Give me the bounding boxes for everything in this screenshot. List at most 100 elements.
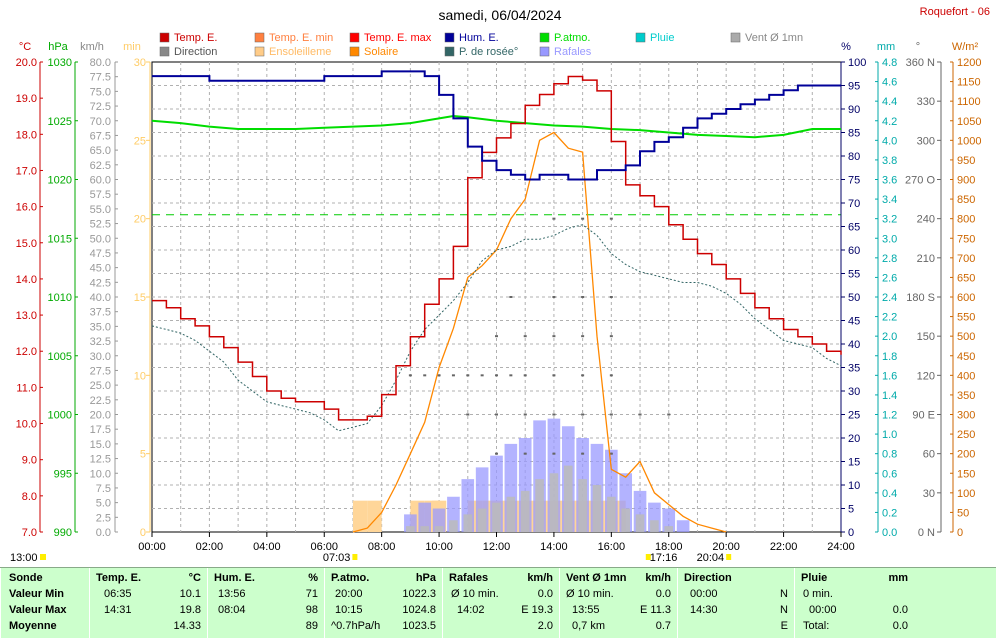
vent-row1-value: 0.0 [655, 588, 671, 600]
humidity-axis-tick-label: 95 [848, 81, 860, 93]
humidity-axis-tick-label: 35 [848, 363, 860, 375]
sonde-min-label: Valeur Min [9, 588, 65, 600]
patmo-header: P.atmo. [331, 572, 370, 584]
wind-axis-tick-label: 70.0 [90, 116, 111, 128]
temp-max-value: 19.8 [179, 604, 201, 616]
direction-point [609, 217, 613, 220]
wind-axis-tick-label: 0.0 [96, 527, 111, 539]
temp-axis-tick-label: 14.0 [16, 274, 37, 286]
direction-point [552, 452, 556, 455]
solar-noon-marker-box [645, 554, 651, 560]
wind-axis-tick-label: 37.5 [90, 307, 111, 319]
wind-axis-tick-label: 55.0 [90, 204, 111, 216]
humidity-axis-tick-label: 25 [848, 410, 860, 422]
direction-row3-value: E [780, 620, 788, 632]
x-tick-label: 16:00 [598, 541, 626, 553]
x-tick-label: 12:00 [483, 541, 511, 553]
wind-bar [506, 496, 516, 532]
wind-axis-tick-label: 30.0 [90, 351, 111, 363]
hum-header: Hum. E. [214, 572, 255, 584]
legend-label: P. de rosée° [459, 46, 518, 58]
direction-axis-tick-label: 360 N [906, 57, 935, 69]
wind-axis-tick-label: 2.5 [96, 512, 111, 524]
wind-axis-tick-label: 42.5 [90, 277, 111, 289]
humidity-line [152, 70, 841, 181]
legend-label: Temp. E. max [364, 32, 432, 44]
station-name: Roquefort - 06 [920, 6, 990, 18]
sun-axis-tick-label: 10 [134, 370, 146, 382]
summary-hum: Hum. E.% 13:56 71 08:04 98 89 [207, 568, 324, 638]
gust-bar [676, 520, 690, 532]
legend-swatch [349, 32, 360, 43]
solar-axis-tick-label: 50 [957, 507, 969, 519]
x-tick-label: 20:00 [712, 541, 740, 553]
legend-label: Hum. E. [459, 32, 499, 44]
humidity-axis-tick-label: 85 [848, 128, 860, 140]
solar-axis-tick-label: 300 [957, 410, 975, 422]
rain-axis-tick-label: 1.0 [882, 429, 897, 441]
direction-axis-tick-label: 180 S [906, 292, 935, 304]
direction-point [523, 452, 527, 455]
rain-axis-tick-label: 0.6 [882, 468, 897, 480]
humidity-axis-tick-label: 5 [848, 504, 854, 516]
patmo-avg-value: 1023.5 [402, 620, 436, 632]
humidity-axis-tick-label: 45 [848, 316, 860, 328]
legend-label: Vent Ø 1mn [745, 32, 803, 44]
legend-label: Temp. E. min [269, 32, 333, 44]
legend-swatch [254, 46, 265, 57]
humidity-axis-tick-label: 65 [848, 222, 860, 234]
humidity-axis-tick-label: 15 [848, 457, 860, 469]
temp-axis-tick-label: 17.0 [16, 165, 37, 177]
rain-axis-tick-label: 3.6 [882, 175, 897, 187]
direction-point [523, 335, 527, 338]
x-tick-label: 14:00 [540, 541, 568, 553]
rain-axis-tick-label: 2.8 [882, 253, 897, 265]
x-axis: 00:00 02:00 04:00 06:00 08:00 10:00 12:00 14:00… [138, 532, 855, 553]
x-tick-label: 02:00 [196, 541, 224, 553]
solar-axis-tick-label: 1100 [957, 96, 981, 108]
direction-axis-tick-label: 0 N [918, 527, 935, 539]
wind-axis-tick-label: 20.0 [90, 410, 111, 422]
vent-header: Vent Ø 1mn [566, 572, 627, 584]
pluie-row2-time: 00:00 [809, 604, 837, 616]
solar-line [352, 131, 727, 533]
solar-axis-tick-label: 100 [957, 488, 975, 500]
sun-axis-tick-label: 25 [134, 135, 146, 147]
rain-axis-tick-label: 2.0 [882, 331, 897, 343]
wind-axis-tick-label: 60.0 [90, 175, 111, 187]
direction-point [581, 452, 585, 455]
time-markers: 13:00 07:03 17:16 20:04 [10, 552, 732, 564]
rain-axis-tick-label: 1.6 [882, 370, 897, 382]
direction-axis-tick-label: 60 [923, 449, 935, 461]
wind-axis-tick-label: 10.0 [90, 468, 111, 480]
direction-point [466, 413, 470, 416]
sunshine-bar [352, 500, 368, 532]
pluie-header: Pluie [801, 572, 828, 584]
legend-label: Direction [174, 46, 217, 58]
sun-axis-tick-label: 20 [134, 214, 146, 226]
direction-point [638, 413, 642, 416]
legend-swatch [730, 32, 741, 43]
direction-row2-value: N [780, 604, 788, 616]
pressure-axis-tick-label: 1020 [48, 175, 72, 187]
wind-axis-tick-label: 5.0 [96, 498, 111, 510]
rain-axis-tick-label: 2.4 [882, 292, 897, 304]
axis-unit-direction: ° [916, 41, 920, 53]
rain-axis-tick-label: 1.4 [882, 390, 897, 402]
sunset-marker-box [726, 554, 732, 560]
pressure-axis-tick-label: 1030 [48, 57, 72, 69]
direction-point [480, 374, 484, 377]
wind-axis-tick-label: 27.5 [90, 365, 111, 377]
wind-bar [664, 526, 674, 532]
wind-axis-tick-label: 12.5 [90, 454, 111, 466]
rain-axis-tick-label: 4.0 [882, 135, 897, 147]
chart-title: samedi, 06/04/2024 [439, 7, 562, 23]
axis-unit-rain: mm [877, 41, 895, 53]
solar-axis-tick-label: 600 [957, 292, 975, 304]
wind-bar [549, 473, 559, 532]
legend-swatch [349, 46, 360, 57]
wind-axis-tick-label: 17.5 [90, 424, 111, 436]
wind-axis-tick-label: 57.5 [90, 189, 111, 201]
wind-axis-tick-label: 52.5 [90, 219, 111, 231]
rain-axis-tick-label: 4.2 [882, 116, 897, 128]
